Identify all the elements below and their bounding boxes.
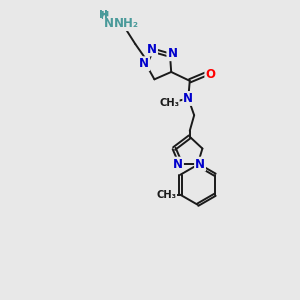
Text: H: H (100, 11, 109, 21)
Text: O: O (206, 68, 215, 80)
Text: N: N (183, 92, 193, 105)
Text: N: N (167, 47, 177, 60)
Text: N: N (173, 158, 183, 171)
Text: N: N (147, 43, 157, 56)
Text: NH₂: NH₂ (114, 17, 139, 31)
Text: N: N (195, 158, 205, 171)
Text: H: H (99, 10, 108, 20)
Text: CH₃: CH₃ (159, 98, 179, 109)
Text: CH₃: CH₃ (157, 190, 176, 200)
Text: N: N (139, 57, 149, 70)
Text: NH₂: NH₂ (103, 17, 129, 30)
